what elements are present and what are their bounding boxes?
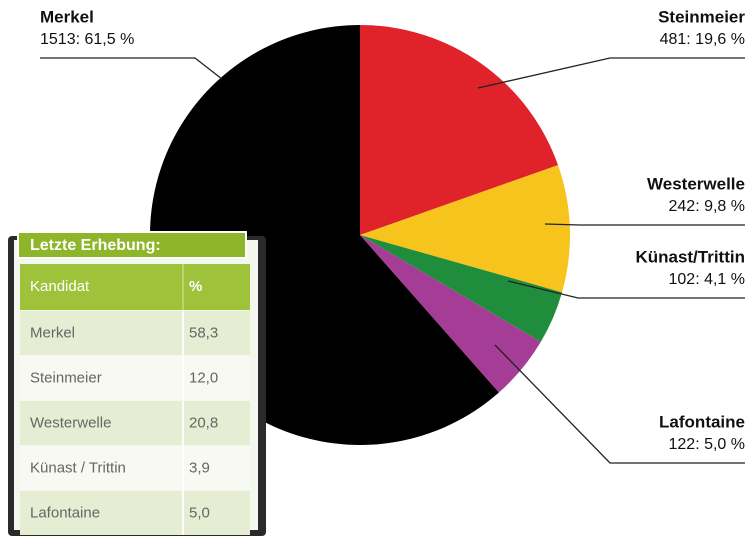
table-title: Letzte Erhebung: <box>30 237 161 254</box>
table-cell: Merkel <box>30 324 75 341</box>
slice-name: Lafontaine <box>659 412 745 431</box>
slice-value-label: 481: 19,6 % <box>660 31 745 48</box>
slice-name: Steinmeier <box>658 7 745 26</box>
leader-line <box>40 57 223 80</box>
pie-slice <box>360 25 559 235</box>
table-header-cell: Kandidat <box>30 278 90 295</box>
table-cell: Westerwelle <box>30 414 111 431</box>
slice-value-label: 102: 4,1 % <box>669 271 746 288</box>
table-title-bg <box>17 231 247 259</box>
table-cell: 12,0 <box>189 369 218 386</box>
table-row-bg <box>20 491 250 535</box>
table-cell: Lafontaine <box>30 504 100 521</box>
leader-line <box>507 280 745 299</box>
leader-line <box>544 223 745 226</box>
pie-slice <box>360 235 563 342</box>
table-row-bg <box>20 446 250 490</box>
pie-slice <box>360 165 571 293</box>
leader-line <box>477 57 745 89</box>
slice-value-label: 122: 5,0 % <box>669 436 746 453</box>
table-panel: Letzte Erhebung: Kandidat % Merkel 58,3 Stein… <box>8 231 266 536</box>
table-cell: 5,0 <box>189 504 210 521</box>
leader-line <box>494 344 745 464</box>
slice-name: Künast/Trittin <box>635 247 745 266</box>
table-cell: 20,8 <box>189 414 218 431</box>
table-row-bg <box>20 311 250 355</box>
table-header-bg <box>20 264 250 310</box>
pie-slice <box>360 235 541 393</box>
table-row-bg <box>20 356 250 400</box>
slice-value-label: 1513: 61,5 % <box>40 31 134 48</box>
table-cell: Steinmeier <box>30 369 102 386</box>
table-cell: Künast / Trittin <box>30 459 126 476</box>
table-cell: 58,3 <box>189 324 218 341</box>
table-cell: 3,9 <box>189 459 210 476</box>
slice-name: Merkel <box>40 7 94 26</box>
table-header-cell: % <box>189 278 202 295</box>
table-row-bg <box>20 401 250 445</box>
slice-value-label: 242: 9,8 % <box>669 198 746 215</box>
slice-name: Westerwelle <box>647 174 745 193</box>
